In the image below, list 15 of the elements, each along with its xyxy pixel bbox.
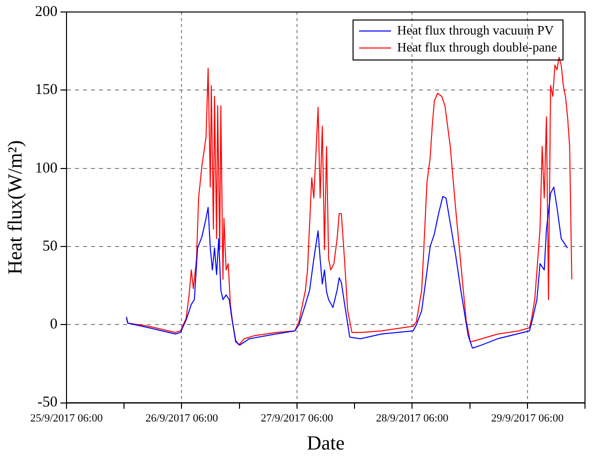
y-tick-label: -50: [38, 394, 58, 411]
y-tick-label: 100: [35, 160, 58, 176]
x-axis-title: Date: [306, 432, 345, 454]
x-tick-label: 25/9/2017 06:00: [30, 412, 104, 424]
x-tick-label: 27/9/2017 06:00: [260, 412, 334, 424]
y-axis-title: Heat flux(W/m²): [4, 140, 26, 275]
y-tick-label: 150: [35, 82, 58, 98]
y-tick-label: 50: [42, 238, 58, 254]
legend-label: Heat flux through vacuum PV: [397, 22, 554, 38]
x-tick-label: 29/9/2017 06:00: [491, 412, 564, 424]
x-tick-label: 26/9/2017 06:00: [146, 412, 218, 424]
legend-label: Heat flux through double-pane: [397, 39, 558, 54]
y-tick-label: 200: [35, 4, 58, 20]
x-tick-label: 28/9/2017 06:00: [376, 412, 449, 424]
y-tick-label: 0: [50, 316, 58, 333]
